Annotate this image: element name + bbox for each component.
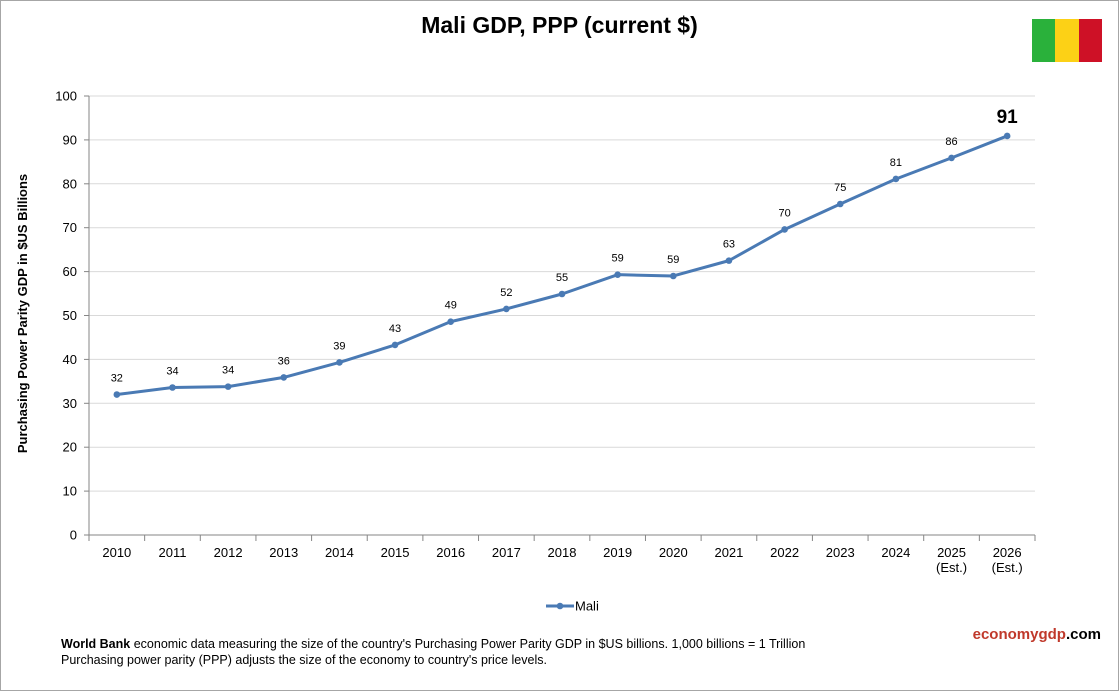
data-point <box>169 384 176 391</box>
y-tick-label: 0 <box>70 528 77 543</box>
data-label-latest: 91 <box>997 107 1019 128</box>
data-label: 34 <box>222 365 234 377</box>
x-tick-label: 2021 <box>714 545 743 560</box>
footnote-line-1-text: economic data measuring the size of the … <box>130 637 806 651</box>
footnote-line-2: Purchasing power parity (PPP) adjusts th… <box>61 653 547 667</box>
x-tick-label: 2016 <box>436 545 465 560</box>
data-label: 43 <box>389 323 401 335</box>
data-point <box>1003 132 1011 140</box>
y-tick-label: 30 <box>63 396 77 411</box>
y-tick-label: 100 <box>55 89 77 104</box>
x-tick-label: 2020 <box>659 545 688 560</box>
data-point <box>836 200 844 208</box>
data-label: 81 <box>890 157 902 169</box>
data-label: 36 <box>278 355 290 367</box>
data-point <box>948 154 955 162</box>
data-point <box>558 290 566 298</box>
series-line-mali <box>116 134 1008 397</box>
y-tick-label: 90 <box>63 132 77 147</box>
y-tick-label: 20 <box>63 440 77 455</box>
x-tick-label: 2011 <box>158 545 186 560</box>
data-point <box>280 374 288 381</box>
y-tick-label: 40 <box>63 352 77 367</box>
x-tick-label: 2010 <box>102 545 131 560</box>
x-tick-label: 2015 <box>381 545 410 560</box>
x-tick-label: 2023 <box>826 545 855 560</box>
y-tick-label: 70 <box>63 220 77 235</box>
x-tick-label: 2026 <box>993 545 1022 560</box>
brand-part-economy: economy <box>972 626 1039 643</box>
data-point <box>669 272 677 280</box>
y-tick-label: 50 <box>63 308 77 323</box>
x-tick-label: 2019 <box>603 545 632 560</box>
data-point <box>892 175 900 183</box>
data-label: 39 <box>333 340 345 352</box>
data-point <box>781 226 788 233</box>
brand-logo[interactable]: economygdp.com <box>973 626 1101 643</box>
data-label: 63 <box>723 239 735 251</box>
x-tick-label: 2013 <box>269 545 298 560</box>
x-tick-label: 2022 <box>770 545 799 560</box>
flag-stripe-red <box>1078 19 1102 62</box>
data-point <box>725 257 733 264</box>
data-label: 49 <box>445 300 457 312</box>
data-label: 59 <box>612 253 624 265</box>
x-tick-label: (Est.) <box>936 560 967 575</box>
x-tick-label: (Est.) <box>992 560 1023 575</box>
data-label: 59 <box>667 254 679 266</box>
data-label: 86 <box>945 136 957 148</box>
data-label: 32 <box>111 373 123 385</box>
data-point <box>224 383 232 390</box>
legend-marker-mali <box>556 602 564 610</box>
data-point <box>391 341 399 349</box>
data-label: 52 <box>500 287 512 299</box>
brand-part-com: .com <box>1065 626 1101 643</box>
flag-stripe-yellow <box>1055 19 1079 62</box>
footnote-line-1: World Bank economic data measuring the s… <box>61 636 941 652</box>
chart-title: Mali GDP, PPP (current $) <box>421 12 698 38</box>
footnote: World Bank economic data measuring the s… <box>61 636 941 668</box>
y-tick-label: 80 <box>63 176 77 191</box>
x-tick-label: 2012 <box>214 545 243 560</box>
x-tick-label: 2025 <box>937 545 966 560</box>
data-label: 55 <box>556 272 568 284</box>
data-point <box>447 318 455 325</box>
data-point <box>614 271 621 278</box>
data-label: 75 <box>834 182 846 194</box>
flag-stripe-green <box>1032 19 1056 62</box>
mali-flag-icon <box>1032 19 1102 62</box>
data-label: 70 <box>778 207 790 219</box>
y-tick-label: 60 <box>63 264 77 279</box>
footnote-source: World Bank <box>61 637 131 651</box>
x-tick-label: 2017 <box>492 545 521 560</box>
y-tick-label: 10 <box>63 484 77 499</box>
y-axis-title: Purchasing Power Parity GDP in $US Billi… <box>15 174 30 453</box>
data-point <box>336 359 343 366</box>
legend-label-mali: Mali <box>575 599 599 614</box>
data-point <box>503 305 510 313</box>
brand-part-gdp: gdp <box>1038 626 1066 643</box>
data-point <box>113 391 121 398</box>
data-label: 34 <box>166 365 178 377</box>
x-tick-label: 2014 <box>325 545 354 560</box>
x-tick-label: 2024 <box>881 545 910 560</box>
x-tick-label: 2018 <box>548 545 577 560</box>
